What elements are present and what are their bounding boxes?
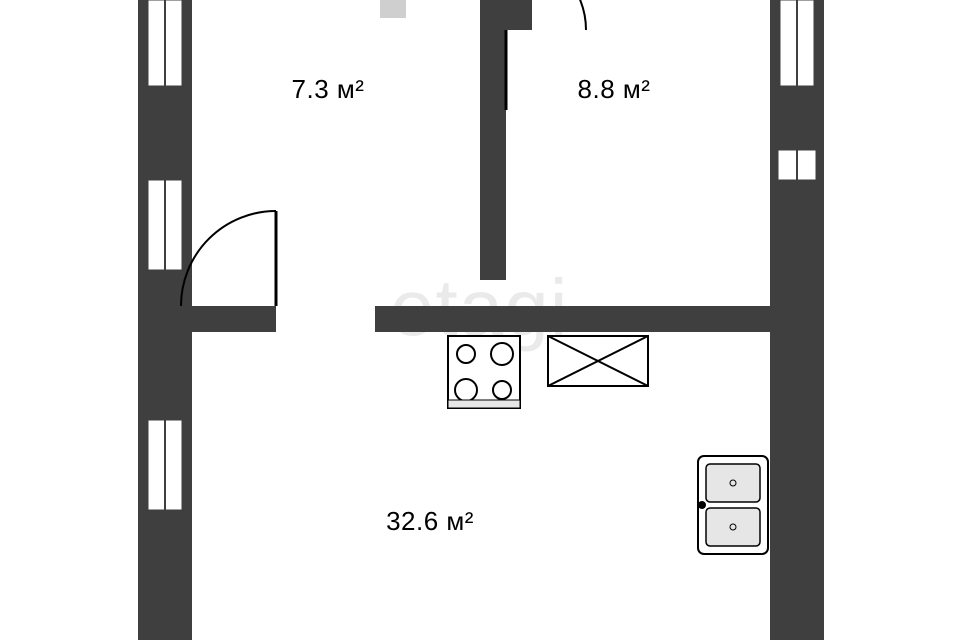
wall-inner-vert-bot-stub	[770, 306, 796, 338]
floor-plan: etagi 7.3 м²8.8 м²32.6 м²	[0, 0, 960, 640]
sink-basin-1	[706, 508, 760, 546]
door-lower-arc	[181, 211, 276, 306]
wall-inner-vert-top	[480, 0, 506, 280]
wall-inner-horiz-mid	[375, 306, 824, 332]
wall-inner-horiz-left	[138, 306, 276, 332]
label-room-bottom: 32.6 м²	[386, 506, 474, 536]
wall-fragment	[380, 0, 406, 18]
label-room-top-left: 7.3 м²	[292, 74, 365, 104]
sink-tap	[698, 501, 706, 509]
sink-basin-0	[706, 464, 760, 502]
wall-inner-vert-notch	[506, 0, 532, 30]
wall-outer-left-mid-col	[138, 270, 192, 420]
furniture	[448, 336, 768, 554]
wall-outer-right-mid-col	[770, 150, 824, 640]
label-room-top-right: 8.8 м²	[578, 74, 651, 104]
wall-outer-left-bot-col	[138, 510, 192, 640]
stove-panel	[448, 400, 520, 408]
doors	[181, 0, 586, 306]
